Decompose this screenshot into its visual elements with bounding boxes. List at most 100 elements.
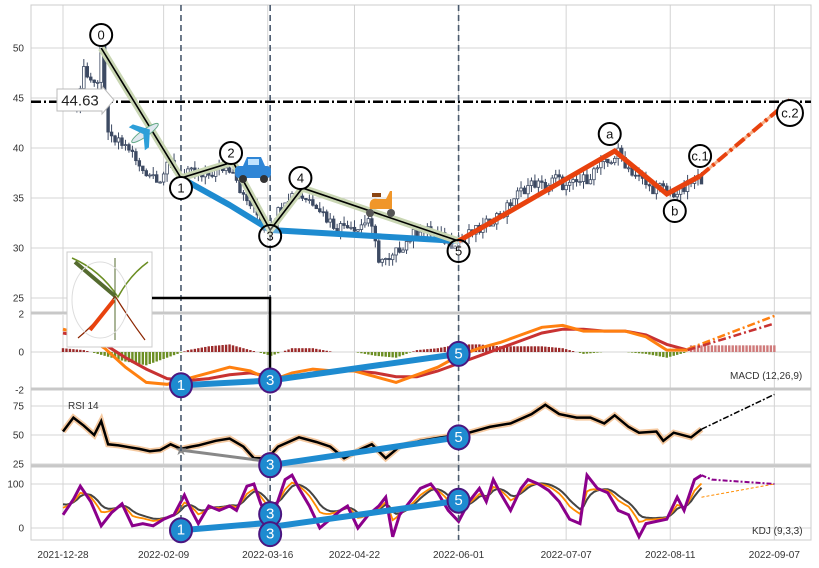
macd-hist-bar (381, 352, 384, 357)
macd-divergence-marker (168, 372, 193, 399)
macd-hist-bar (273, 352, 276, 355)
macd-hist-bar (322, 350, 325, 352)
wave-label: 2 (227, 146, 234, 161)
candle-body (307, 199, 312, 201)
macd-hist-projection-bar (773, 345, 776, 352)
macd-hist-bar (516, 346, 519, 352)
rsi-divergence-marker (258, 452, 283, 479)
macd-hist-bar (367, 352, 370, 355)
macd-hist-bar (544, 346, 547, 352)
wave-label: c.1 (691, 149, 708, 164)
macd-hist-projection-bar (717, 345, 721, 352)
y-tick-label: 30 (13, 244, 25, 255)
candle-body (148, 174, 152, 177)
candle-body (328, 218, 332, 223)
kdj-projection (701, 474, 775, 485)
macd-hist-bar (440, 347, 443, 352)
candle-body (599, 161, 603, 169)
macd-hist-bar (252, 351, 256, 352)
kdj-divergence-label: 5 (454, 492, 462, 509)
candle-body (137, 160, 142, 167)
macd-hist-bar (523, 346, 526, 352)
candle-body (578, 181, 582, 183)
candle-body (567, 181, 572, 186)
macd-hist-bar (384, 352, 387, 357)
candle-body (380, 258, 384, 263)
candle-body (390, 254, 395, 261)
macd-hist-bar (551, 347, 554, 352)
macd-hist-bar (276, 352, 280, 354)
candle-body (134, 151, 138, 162)
macd-hist-bar (422, 349, 426, 352)
macd-hist-bar (158, 352, 162, 361)
macd-hist-bar (394, 352, 398, 358)
macd-hist-bar (419, 349, 422, 352)
macd-hist-bar (318, 349, 321, 352)
macd-hist-projection-bar (766, 345, 769, 352)
candle-body (92, 79, 96, 83)
macd-hist-bar (436, 348, 439, 352)
macd-hist-projection-bar (745, 345, 748, 352)
rsi-divergence-marker (446, 424, 471, 451)
macd-divergence-marker (258, 367, 283, 394)
x-tick-label: 2021-12-28 (37, 550, 89, 561)
candle-body (626, 167, 631, 170)
macd-hist-bar (537, 346, 540, 352)
wave-label: c.2 (781, 106, 798, 121)
rsi-divergence-label: 5 (454, 429, 462, 446)
macd-hist-bar (412, 351, 415, 352)
wave-line (100, 47, 459, 242)
y-tick-label: 75 (13, 402, 25, 413)
kdj-d-projection (701, 483, 775, 498)
abc-projection (698, 98, 792, 178)
macd-hist-bar (179, 352, 183, 353)
macd-hist-bar (665, 352, 668, 358)
wave-label-circle (597, 122, 622, 146)
macd-hist-bar (75, 349, 79, 352)
candle-body (370, 218, 374, 227)
signal-projection (687, 322, 775, 352)
macd-hist-bar (426, 349, 429, 352)
candle-body (231, 171, 235, 174)
macd-projection (687, 314, 775, 351)
candle-body (592, 168, 596, 181)
candle-body (394, 247, 398, 256)
macd-hist-bar (217, 345, 221, 352)
x-tick-label: 2022-07-07 (541, 550, 593, 561)
x-tick-label: 2022-02-09 (138, 550, 190, 561)
macd-hist-projection-bar (731, 345, 734, 352)
macd-hist-bar (103, 352, 106, 356)
candle-body (585, 174, 589, 185)
y-tick-label: 40 (13, 144, 25, 155)
candle-body (453, 246, 457, 249)
wave-vertical-lines (180, 5, 460, 540)
candle-body (304, 197, 308, 200)
wave-label-circle (288, 166, 313, 190)
macd-hist-bar (509, 346, 512, 352)
candle-body (588, 179, 593, 185)
macd-hist-projection-bar (762, 345, 766, 352)
macd-divergence-marker (446, 340, 471, 367)
macd-hist-bar (65, 348, 68, 352)
macd-hist-bar (207, 346, 210, 352)
macd-hist-bar (86, 351, 89, 352)
macd-hist-bar (96, 352, 99, 354)
macd-hist-bar (655, 352, 658, 356)
wave-label: a (606, 127, 614, 142)
candle-body (356, 229, 360, 232)
candle-body (144, 170, 148, 177)
candle-body (85, 66, 89, 78)
macd-hist-bar (405, 352, 408, 354)
divergence-markers: 1 3 5 3 5 1 3 3 5 (168, 340, 471, 548)
macd-hist-bar (596, 352, 599, 353)
macd-hist-bar (682, 352, 686, 353)
macd-line (62, 323, 688, 386)
macd-hist-bar (186, 350, 190, 352)
candle-body (581, 174, 586, 182)
macd-hist-projection-bar (710, 345, 714, 352)
macd-hist-bar (224, 344, 228, 352)
macd-hist-bar (391, 352, 394, 358)
macd-hist-projection-bar (721, 345, 724, 352)
macd-divergence-label: 3 (266, 372, 274, 389)
macd-hist-bar (530, 346, 533, 352)
